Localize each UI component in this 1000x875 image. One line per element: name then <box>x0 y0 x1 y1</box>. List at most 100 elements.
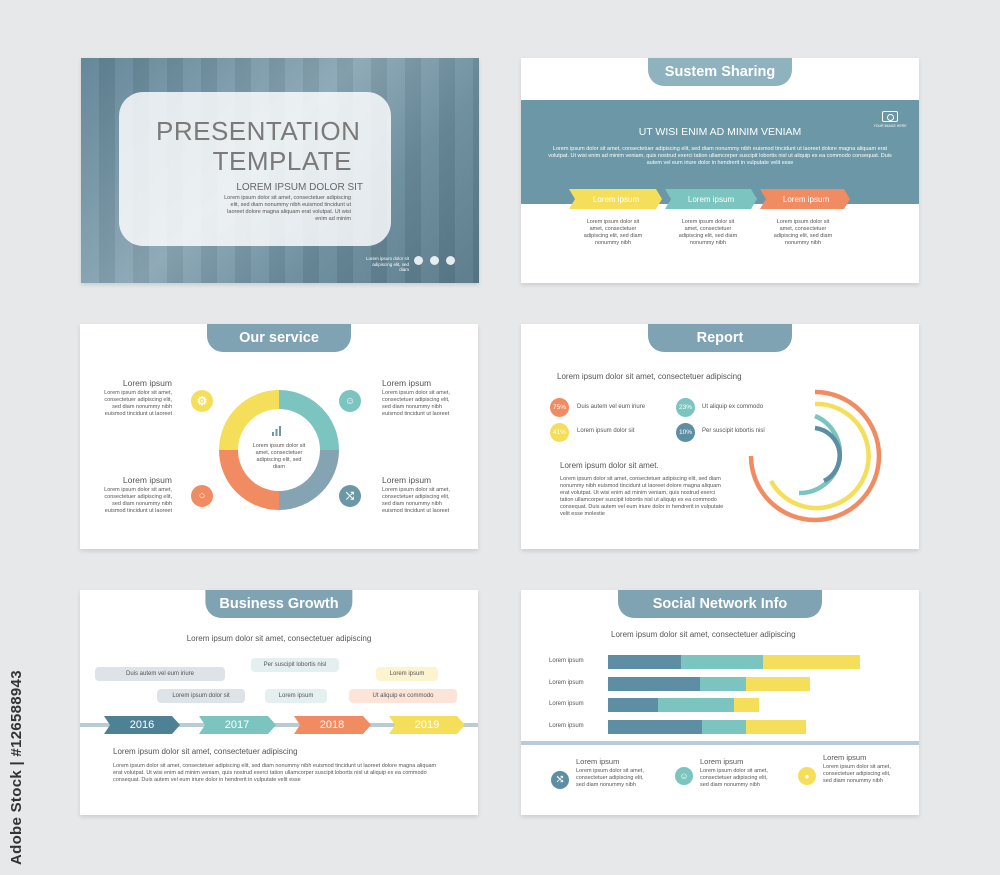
social-divider <box>521 741 919 745</box>
search-icon: ○ <box>191 485 213 507</box>
stat-label-1: Duis autem vel eum iriure <box>577 404 646 410</box>
ring-segment-teal <box>279 390 339 450</box>
bar-segment-2-3 <box>746 677 810 691</box>
slide1-body: Lorem ipsum dolor sit amet, consectetuer… <box>224 195 351 222</box>
bar-segment-3-3 <box>734 698 759 712</box>
year-arrow-2018 <box>294 716 371 734</box>
report-arcs <box>748 389 882 523</box>
title-line-1: PRESENTATION <box>156 116 361 146</box>
growth-pill-1: Duis autem vel eum iriure <box>95 667 225 681</box>
slide1-footer: Lorem ipsum dolor sit adipiscing elit, s… <box>365 256 409 272</box>
stat-badge-1: 75% <box>550 398 569 417</box>
social-item-text-3: Lorem ipsum dolor sit amet, consectetuer… <box>823 764 891 784</box>
mini-bar-3 <box>279 426 281 436</box>
arrow-2 <box>665 189 757 209</box>
growth-subheading: Lorem ipsum dolor sit amet, consectetuer… <box>113 747 298 756</box>
share-icon[interactable] <box>414 256 423 265</box>
ring-segment-blue <box>279 450 339 510</box>
arrow-text-2: Lorem ipsum dolor sit amet, consectetuer… <box>678 219 738 246</box>
slide-presentation-template[interactable]: PRESENTATION TEMPLATE LOREM IPSUM DOLOR … <box>81 58 479 283</box>
gear-icon: ⚙ <box>191 390 213 412</box>
profile-icon: ☺ <box>675 767 693 785</box>
stat-label-4: Per suscipit lobortis nisl <box>702 428 765 434</box>
bar-segment-3-2 <box>658 698 734 712</box>
social-heading: Lorem ipsum dolor sit amet, consectetuer… <box>611 630 796 639</box>
bar-segment-2-2 <box>700 677 746 691</box>
slide4-title: Report <box>648 324 792 352</box>
social-item-title-2: Lorem ipsum <box>700 757 744 766</box>
arrow-label-1: Lorem ipsum <box>592 195 640 204</box>
mini-bar-2 <box>275 429 278 436</box>
year-2018: 2018 <box>319 719 345 731</box>
service-text-2: Lorem ipsum dolor sit amet, consectetuer… <box>382 390 450 417</box>
bar-segment-3-1 <box>608 698 658 712</box>
service-title-3: Lorem ipsum <box>122 475 172 485</box>
social-item-title-3: Lorem ipsum <box>823 753 867 762</box>
growth-body: Lorem ipsum dolor sit amet, consectetuer… <box>113 763 437 783</box>
growth-pill-4: Lorem ipsum dolor sit <box>157 689 245 703</box>
year-2017: 2017 <box>224 719 250 731</box>
year-arrow-2017 <box>199 716 276 734</box>
growth-heading: Lorem ipsum dolor sit amet, consectetuer… <box>186 634 372 643</box>
arrow-text-1: Lorem ipsum dolor sit amet, consectetuer… <box>583 219 643 246</box>
arc-orange <box>748 389 882 523</box>
growth-pill-6: Ut aliquip ex commodo <box>349 689 457 703</box>
social-item-title-1: Lorem ipsum <box>576 757 620 766</box>
mini-bar-1 <box>272 432 274 436</box>
bar-segment-1-1 <box>608 655 681 669</box>
camera-caption: YOUR IMAGE HERE <box>873 124 907 128</box>
stat-label-2: Ut aliquip ex commodo <box>702 404 764 410</box>
camera-icon <box>882 111 898 122</box>
menu-icon[interactable] <box>430 256 439 265</box>
slide-system-sharing[interactable]: Sustem Sharing YOUR IMAGE HERE UT WISI E… <box>521 58 919 283</box>
social-item-text-1: Lorem ipsum dolor sit amet, consectetuer… <box>576 768 644 788</box>
year-arrow-2019 <box>389 716 465 734</box>
service-text-3: Lorem ipsum dolor sit amet, consectetuer… <box>104 487 172 514</box>
arrow-label-2: Lorem ipsum <box>687 195 735 204</box>
ring-segment-orange <box>219 450 279 510</box>
bar-segment-4-2 <box>702 720 746 734</box>
report-subheading: Lorem ipsum dolor sit amet. <box>560 461 659 470</box>
slide-social-network-info[interactable]: Social Network Info Lorem ipsum dolor si… <box>521 590 919 815</box>
year-arrow-2016 <box>104 716 180 734</box>
slide3-title: Our service <box>207 324 351 352</box>
arc-blue <box>814 425 842 484</box>
stat-badge-2: 23% <box>676 398 695 417</box>
social-bar-chart <box>608 655 860 734</box>
bar-segment-1-3 <box>763 655 860 669</box>
service-title-4: Lorem ipsum <box>382 475 432 485</box>
share-network-icon: ⤭ <box>551 771 569 789</box>
title-line-2: TEMPLATE <box>212 146 352 176</box>
year-2019: 2019 <box>414 719 440 731</box>
slide-our-service[interactable]: Our service Lorem ipsum dolor sit amet, … <box>80 324 478 549</box>
bar-segment-4-3 <box>746 720 806 734</box>
arrow-label-3: Lorem ipsum <box>782 195 830 204</box>
slide-report[interactable]: Report Lorem ipsum dolor sit amet, conse… <box>521 324 919 549</box>
blue-band <box>521 100 919 204</box>
slide2-title: Sustem Sharing <box>648 58 792 86</box>
service-ring <box>219 390 339 510</box>
stat-badge-3: 41% <box>550 423 569 442</box>
title-card <box>119 92 391 246</box>
slide5-title: Business Growth <box>205 590 353 618</box>
growth-pill-3: Lorem ipsum <box>376 667 438 681</box>
arc-yellow <box>769 401 871 511</box>
chart-icon[interactable] <box>446 256 455 265</box>
slide1-subtitle: LOREM IPSUM DOLOR SIT <box>236 182 363 193</box>
service-title-1: Lorem ipsum <box>122 378 172 388</box>
location-icon: ● <box>798 767 816 785</box>
ring-segment-yellow <box>219 390 279 450</box>
user-icon: ☺ <box>339 390 361 412</box>
growth-pill-5: Lorem ipsum <box>265 689 327 703</box>
bar-segment-1-2 <box>681 655 763 669</box>
slide2-body: Lorem ipsum dolor sit amet, consectetuer… <box>548 146 892 166</box>
social-item-text-2: Lorem ipsum dolor sit amet, consectetuer… <box>700 768 768 788</box>
service-text-4: Lorem ipsum dolor sit amet, consectetuer… <box>382 487 450 514</box>
arrow-1 <box>569 189 662 209</box>
stock-id-label: Adobe Stock | #126588943 <box>8 670 25 865</box>
slide6-title: Social Network Info <box>618 590 822 618</box>
slide-business-growth[interactable]: Business Growth Lorem ipsum dolor sit am… <box>80 590 478 815</box>
ring-center-text: Lorem ipsum dolor sit amet, consectetuer… <box>252 443 306 470</box>
service-title-2: Lorem ipsum <box>382 378 432 388</box>
stat-badge-4: 10% <box>676 423 695 442</box>
